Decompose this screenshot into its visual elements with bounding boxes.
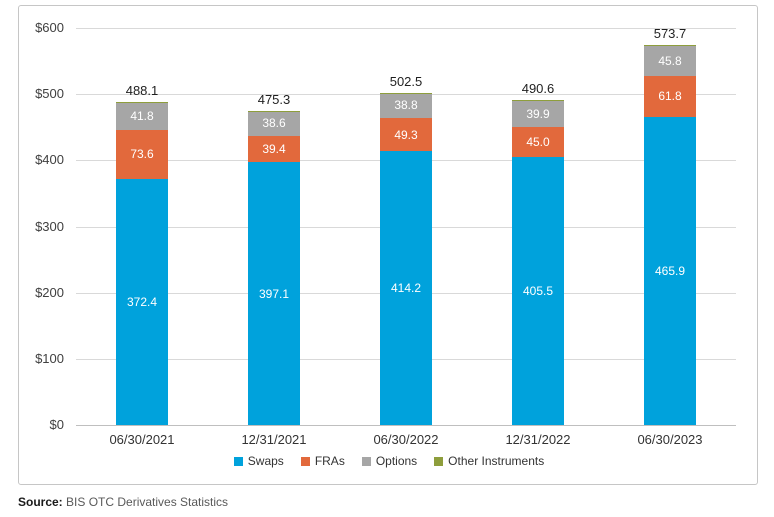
legend-swatch-icon [361, 456, 371, 466]
legend-swatch-icon [300, 456, 310, 466]
legend-swatch-icon [434, 456, 444, 466]
x-axis-label: 06/30/2022 [373, 432, 439, 447]
bar-segment-swaps [248, 162, 300, 425]
segment-value-label: 45.0 [526, 134, 550, 149]
legend-label: Other Instruments [448, 454, 545, 468]
y-axis-tick-label: $600 [35, 20, 64, 35]
source-note: Source: BIS OTC Derivatives Statistics [18, 495, 228, 509]
bar-segment-options [248, 110, 300, 137]
y-axis-tick-label: $0 [49, 417, 64, 432]
segment-value-label: 38.8 [394, 98, 418, 113]
bar-segment-fras [380, 118, 432, 151]
segment-value-label: 372.4 [126, 294, 158, 309]
bar-segment-fras [248, 136, 300, 163]
legend-item-swaps: Swaps [233, 454, 284, 468]
y-axis-tick-label: $300 [35, 218, 64, 234]
segment-value-label: 405.5 [522, 283, 554, 298]
segment-value-label: 61.8 [658, 89, 682, 104]
chart-frame: $600 $500 $400 $300 $200 $100 $0 372.4 73.6 41.8 4… [18, 5, 758, 485]
segment-value-label: 39.4 [262, 142, 286, 157]
bar-total-label: 573.7 [653, 26, 687, 42]
legend-label: FRAs [314, 454, 345, 468]
y-axis-tick-label: $200 [35, 284, 64, 300]
y-axis-tick-label: $500 [35, 86, 64, 102]
x-axis-label: 06/30/2021 [109, 432, 175, 447]
legend-item-options: Options [361, 454, 418, 468]
bar-segment-swaps [644, 116, 696, 425]
bar-total-label: 488.1 [125, 83, 159, 99]
bar-segment-swaps [512, 156, 564, 425]
segment-value-label: 414.2 [390, 280, 422, 295]
legend-item-fras: FRAs [300, 454, 345, 468]
bar-total-label: 490.6 [521, 81, 555, 97]
bar-segment-swaps [116, 178, 168, 425]
gridline-$0 [76, 425, 736, 426]
gridline-$600 [76, 28, 736, 29]
bar-segment-options [512, 100, 564, 127]
bar-segment-fras [512, 126, 564, 157]
x-axis-label: 12/31/2021 [241, 432, 307, 447]
y-axis-tick-label: $400 [35, 152, 64, 168]
chart-legend: Swaps FRAs Options Other Instruments [19, 454, 759, 468]
segment-value-label: 41.8 [130, 109, 154, 124]
x-axis-label: 12/31/2022 [505, 432, 571, 447]
bar-segment-fras [644, 75, 696, 117]
legend-item-other-instruments: Other Instruments [434, 454, 544, 468]
y-axis-tick-label: $100 [35, 350, 64, 366]
segment-value-label: 49.3 [394, 127, 418, 142]
segment-value-label: 397.1 [258, 286, 290, 301]
legend-swatch-icon [233, 456, 243, 466]
bar-segment-options [116, 102, 168, 130]
x-axis-label: 06/30/2023 [637, 432, 703, 447]
legend-label: Options [375, 454, 418, 468]
segment-value-label: 73.6 [130, 147, 154, 162]
segment-value-label: 38.6 [262, 116, 286, 131]
bar-segment-options [644, 45, 696, 76]
segment-value-label: 45.8 [658, 53, 682, 68]
legend-label: Swaps [247, 454, 284, 468]
segment-value-label: 39.9 [526, 106, 550, 121]
source-label: Source: [18, 495, 63, 509]
source-text: BIS OTC Derivatives Statistics [62, 495, 229, 509]
segment-value-label: 465.9 [654, 263, 686, 278]
bar-total-label: 502.5 [389, 73, 423, 89]
bar-segment-fras [116, 129, 168, 179]
bar-segment-swaps [380, 150, 432, 425]
bar-segment-options [380, 92, 432, 119]
bar-total-label: 475.3 [257, 91, 291, 107]
